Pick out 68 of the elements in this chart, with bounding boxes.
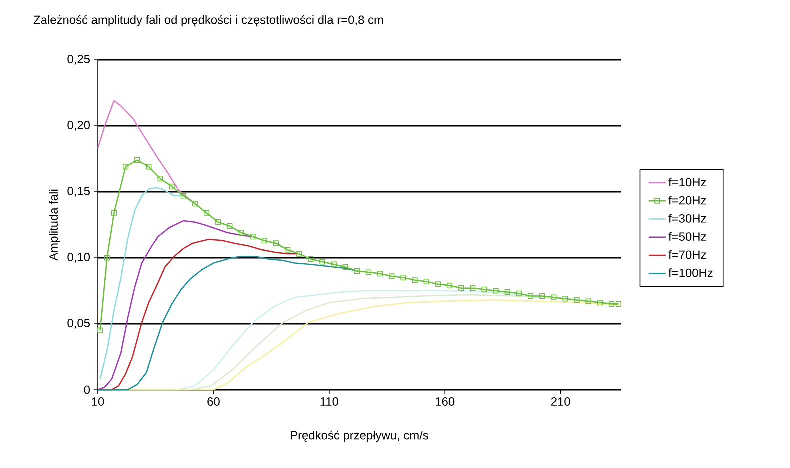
point xyxy=(111,210,118,216)
point xyxy=(158,176,164,182)
y-tick-label: 0,25 xyxy=(68,55,90,65)
point xyxy=(400,274,406,281)
x-axis-title: Prędkość przepływu, cm/s xyxy=(291,430,428,442)
legend-label: f=70Hz xyxy=(668,250,706,260)
legend-label: f=20Hz xyxy=(668,196,706,205)
point xyxy=(284,247,291,253)
point xyxy=(540,293,546,300)
point xyxy=(470,286,476,292)
point xyxy=(134,158,140,164)
chart-title: Zależność amplitudy fali od prędkości i częstotliwości dla r=0,8 cm xyxy=(34,15,384,27)
point xyxy=(608,301,615,307)
line-series xyxy=(97,100,196,205)
point xyxy=(296,251,302,257)
point xyxy=(378,271,384,277)
point xyxy=(250,234,256,240)
point xyxy=(412,278,418,284)
point xyxy=(366,270,372,276)
point xyxy=(597,300,603,306)
point xyxy=(122,164,129,170)
point xyxy=(528,293,534,300)
point xyxy=(331,262,337,268)
point xyxy=(458,286,464,292)
point xyxy=(192,201,198,207)
legend-label: f=10Hz xyxy=(668,178,706,187)
point xyxy=(262,238,268,244)
point xyxy=(493,288,499,294)
point xyxy=(482,286,488,292)
y-tick-label: 0,15 xyxy=(68,187,90,197)
y-axis-title: Amplituda fali xyxy=(49,190,60,261)
point xyxy=(446,282,453,289)
legend-label: f=50Hz xyxy=(668,232,706,242)
point xyxy=(354,268,360,274)
x-tick-label: 210 xyxy=(551,398,570,406)
point xyxy=(273,240,279,246)
x-tick-label: 160 xyxy=(436,398,455,406)
point xyxy=(238,230,244,236)
point xyxy=(104,255,110,261)
legend-label: f=30Hz xyxy=(668,214,706,223)
point xyxy=(169,184,175,190)
point xyxy=(342,264,348,270)
point xyxy=(424,278,430,285)
y-tick-label: 0,05 xyxy=(68,319,90,329)
point xyxy=(574,297,580,304)
point xyxy=(435,282,441,288)
point xyxy=(180,193,186,199)
y-tick-label: 0,10 xyxy=(68,253,90,263)
x-tick-label: 110 xyxy=(320,398,338,406)
point xyxy=(308,256,314,262)
point xyxy=(551,294,557,300)
point xyxy=(389,274,395,280)
point xyxy=(504,290,510,296)
point xyxy=(616,301,622,307)
point xyxy=(204,210,210,216)
point xyxy=(146,164,152,170)
x-tick-label: 10 xyxy=(92,398,104,406)
point xyxy=(227,224,233,230)
point xyxy=(516,290,522,296)
point xyxy=(216,220,222,226)
point xyxy=(562,296,568,302)
y-tick-label: 0 xyxy=(84,386,90,394)
legend-label: f=100Hz xyxy=(668,268,713,278)
x-tick-label: 60 xyxy=(208,398,220,406)
point xyxy=(586,298,592,304)
y-tick-label: 0,20 xyxy=(68,121,90,131)
point xyxy=(320,259,326,265)
point xyxy=(98,328,104,334)
